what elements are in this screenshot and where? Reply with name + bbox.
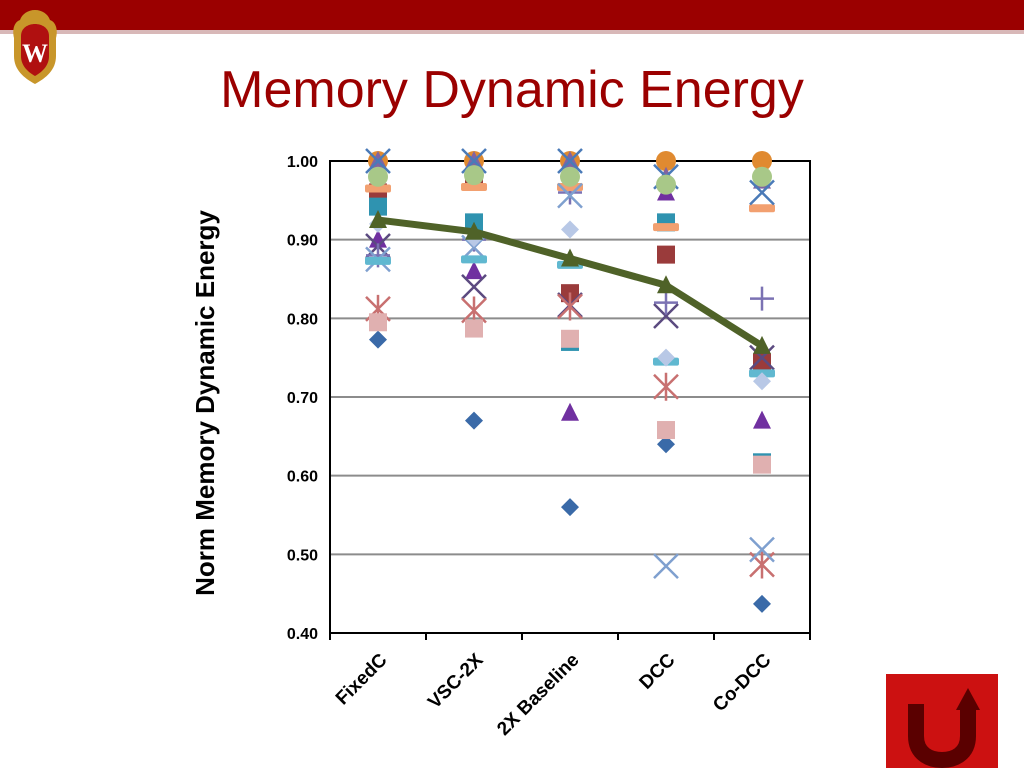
data-point-star <box>749 550 775 579</box>
data-point-x <box>749 344 775 371</box>
data-point-star <box>557 292 583 321</box>
data-point-square <box>465 319 483 338</box>
data-point-triangle <box>657 275 675 294</box>
data-point-x <box>557 148 583 174</box>
data-point-circle <box>464 165 484 186</box>
data-point-x <box>653 303 679 329</box>
svg-text:W: W <box>22 39 48 68</box>
data-point-triangle <box>561 402 579 421</box>
return-nav-button[interactable] <box>886 674 998 768</box>
data-point-x <box>557 182 583 209</box>
data-point-triangle <box>465 261 483 280</box>
y-tick-label: 0.90 <box>287 233 318 250</box>
x-tick-label: FixedC <box>332 649 392 709</box>
data-point-x <box>461 148 487 174</box>
data-point-dash <box>461 255 487 264</box>
x-tick-label: Co-DCC <box>709 649 776 716</box>
data-point-star <box>653 372 679 401</box>
data-point-plus <box>654 290 678 315</box>
data-point-diamond <box>753 372 771 391</box>
data-point-square <box>753 353 771 372</box>
data-point-x <box>749 179 775 206</box>
data-point-square <box>657 245 675 264</box>
data-point-x <box>461 273 487 300</box>
data-point-circle <box>752 151 772 171</box>
slide-title: Memory Dynamic Energy <box>220 61 804 119</box>
data-point-triangle <box>753 335 771 354</box>
data-point-circle <box>752 166 772 187</box>
data-point-diamond <box>369 330 387 349</box>
data-point-dash <box>749 204 775 213</box>
x-tick-label: 2X Baseline <box>493 650 583 740</box>
uw-crest-icon: W <box>13 10 57 84</box>
data-point-x <box>653 553 679 580</box>
data-point-diamond <box>753 594 771 613</box>
data-point-diamond <box>561 220 579 239</box>
x-tick-label: VSC-2X <box>424 649 488 713</box>
data-point-dash <box>365 256 391 265</box>
x-tick-label: DCC <box>636 649 680 693</box>
banner-divider <box>0 30 1024 34</box>
data-point-diamond <box>657 435 675 454</box>
data-point-diamond <box>561 498 579 517</box>
y-tick-label: 0.70 <box>287 390 318 407</box>
y-tick-label: 0.60 <box>287 469 318 486</box>
data-point-circle <box>656 151 676 171</box>
data-point-square <box>561 329 579 348</box>
data-point-dash <box>461 182 487 191</box>
data-point-square <box>657 421 675 440</box>
data-point-diamond <box>465 411 483 430</box>
data-point-triangle <box>465 221 483 240</box>
y-axis-label: Norm Memory Dynamic Energy <box>190 210 220 596</box>
top-banner <box>0 0 1024 30</box>
data-point-dash <box>653 223 679 232</box>
data-point-plus <box>750 286 774 311</box>
data-point-triangle <box>561 248 579 267</box>
data-point-square <box>369 313 387 332</box>
y-tick-label: 1.00 <box>287 154 318 171</box>
data-point-square <box>369 197 387 216</box>
data-point-diamond <box>657 348 675 367</box>
data-point-dash <box>365 184 391 193</box>
data-point-x <box>365 148 391 174</box>
data-point-circle <box>656 174 676 195</box>
y-tick-label: 0.50 <box>287 547 318 564</box>
data-point-square <box>753 455 771 474</box>
data-point-x <box>749 536 775 563</box>
data-point-circle <box>368 166 388 187</box>
data-point-triangle <box>369 210 387 228</box>
return-arrow-icon <box>908 688 980 768</box>
data-point-circle <box>560 166 580 187</box>
y-tick-label: 0.40 <box>287 626 318 643</box>
y-tick-label: 0.80 <box>287 311 318 328</box>
data-point-triangle <box>753 410 771 429</box>
